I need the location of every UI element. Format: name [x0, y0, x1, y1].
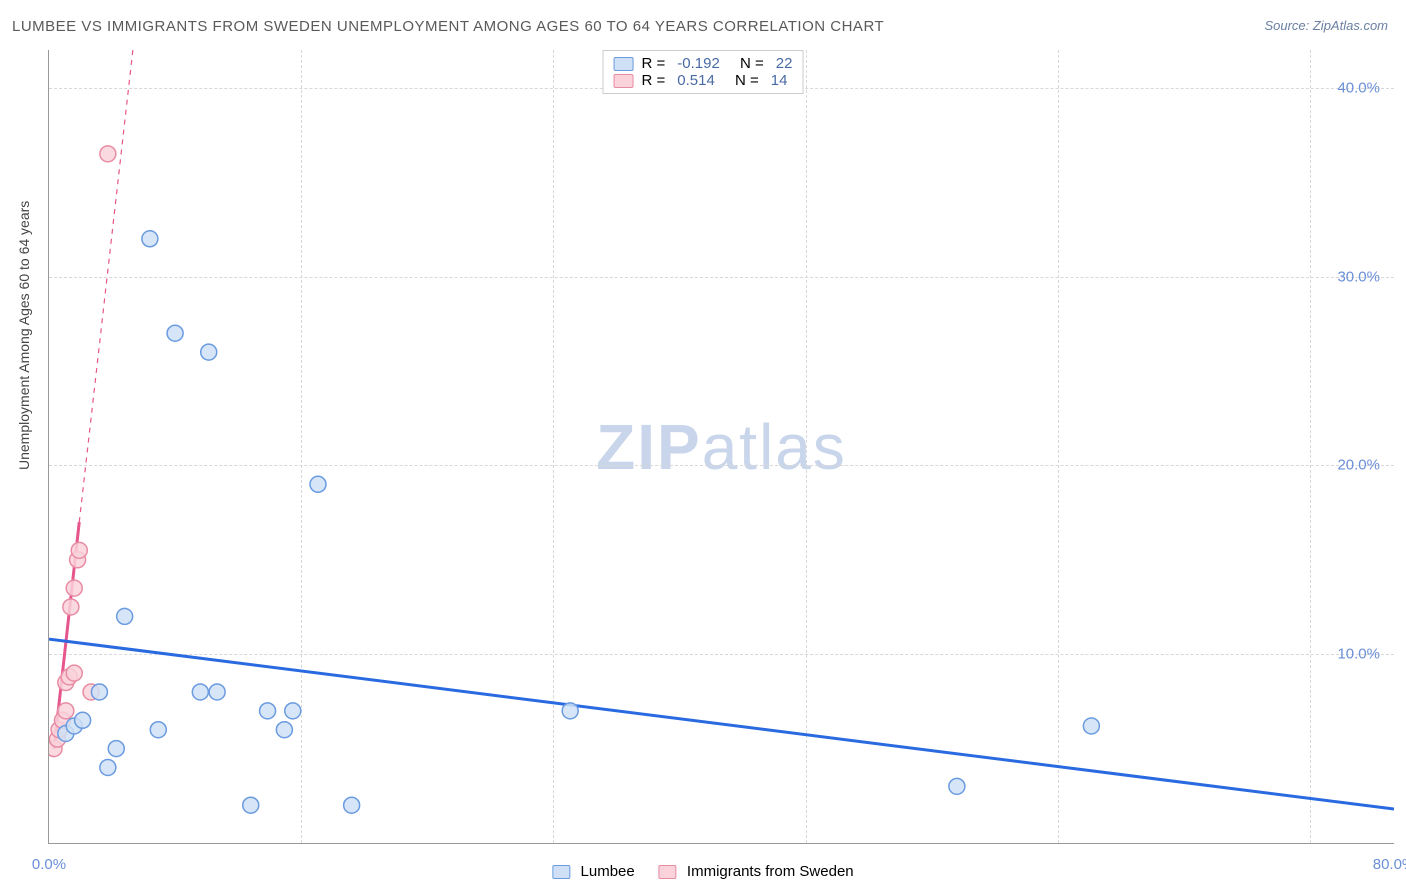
series2-r-value: 0.514	[677, 72, 715, 89]
series1-swatch-icon	[614, 57, 634, 71]
series2-n-value: 14	[771, 72, 788, 89]
legend-stats: R = -0.192 N = 22 R = 0.514 N = 14	[603, 50, 804, 94]
x-tick-label: 0.0%	[32, 856, 66, 873]
legend-stats-row-2: R = 0.514 N = 14	[614, 72, 793, 89]
n-label: N =	[735, 72, 759, 89]
y-axis-label: Unemployment Among Ages 60 to 64 years	[16, 201, 32, 470]
chart-container: LUMBEE VS IMMIGRANTS FROM SWEDEN UNEMPLO…	[0, 0, 1406, 892]
chart-title: LUMBEE VS IMMIGRANTS FROM SWEDEN UNEMPLO…	[12, 18, 884, 35]
r-label: R =	[642, 55, 666, 72]
legend-series: Lumbee Immigrants from Sweden	[552, 863, 853, 880]
series1-name: Lumbee	[581, 863, 635, 880]
series2-swatch-icon	[659, 865, 677, 879]
plot-area: ZIPatlas 10.0%20.0%30.0%40.0%0.0%80.0%	[48, 50, 1394, 844]
r-label: R =	[642, 72, 666, 89]
series2-name: Immigrants from Sweden	[687, 863, 854, 880]
series1-n-value: 22	[776, 55, 793, 72]
legend-stats-row-1: R = -0.192 N = 22	[614, 55, 793, 72]
series1-swatch-icon	[552, 865, 570, 879]
x-tick-label: 80.0%	[1373, 856, 1406, 873]
series1-r-value: -0.192	[677, 55, 720, 72]
n-label: N =	[740, 55, 764, 72]
scatter-svg	[49, 50, 1394, 843]
legend-item-1: Lumbee	[552, 863, 634, 880]
legend-item-2: Immigrants from Sweden	[659, 863, 854, 880]
series2-swatch-icon	[614, 74, 634, 88]
source-label: Source: ZipAtlas.com	[1264, 18, 1388, 33]
